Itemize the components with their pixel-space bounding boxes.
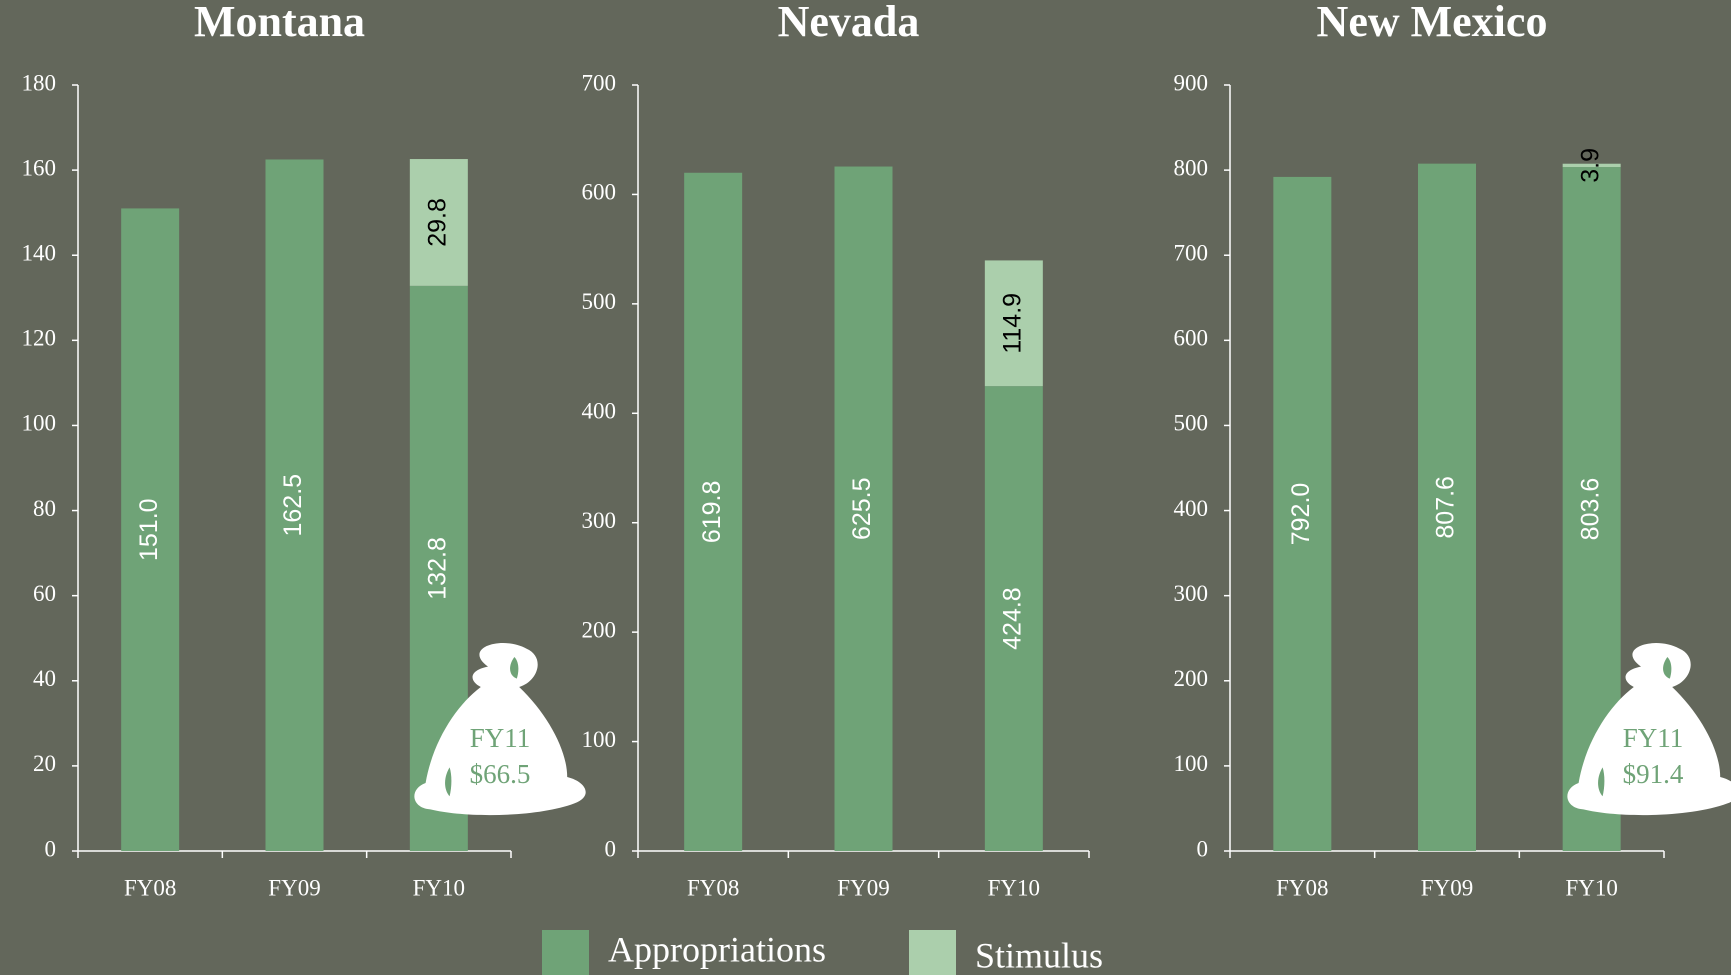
- bar-segment: [1418, 163, 1476, 851]
- money-bag: [414, 643, 586, 816]
- bar-segment: [984, 260, 1043, 387]
- bag-mark: [1663, 657, 1672, 679]
- value-label: 807.6: [1432, 476, 1460, 539]
- y-tick-label: 140: [22, 241, 57, 266]
- y-tick-label: 100: [582, 727, 617, 752]
- value-label: 792.0: [1287, 483, 1315, 546]
- y-tick-label: 300: [582, 508, 617, 533]
- y-tick-label: 0: [45, 836, 57, 861]
- y-tick-label: 120: [22, 326, 57, 351]
- y-tick-label: 600: [582, 180, 617, 205]
- y-tick-label: 40: [33, 666, 56, 691]
- value-label: 162.5: [279, 474, 307, 537]
- bar-segment: [121, 208, 180, 851]
- value-label: 625.5: [848, 477, 876, 540]
- x-tick-label: FY10: [413, 875, 465, 900]
- y-tick-label: 0: [1197, 836, 1209, 861]
- y-tick-label: 700: [582, 70, 617, 95]
- bar-segment: [265, 159, 324, 851]
- bag-mark: [1598, 767, 1605, 797]
- x-tick-label: FY09: [1421, 875, 1473, 900]
- annotation: FY11: [470, 723, 531, 753]
- bar-segment: [984, 386, 1043, 851]
- x-tick-label: FY08: [687, 875, 739, 900]
- value-label: 3.9: [1576, 148, 1604, 183]
- y-tick-label: 60: [33, 581, 56, 606]
- y-tick-label: 400: [582, 399, 617, 424]
- chart-title: New Mexico: [1317, 0, 1548, 46]
- y-tick-label: 200: [1174, 666, 1209, 691]
- chart-title: Montana: [194, 0, 365, 46]
- y-tick-label: 200: [582, 617, 617, 642]
- bar-segment: [409, 159, 468, 286]
- bar-segment: [684, 172, 743, 851]
- value-label: 114.9: [998, 293, 1026, 354]
- x-tick-label: FY09: [268, 875, 320, 900]
- y-tick-label: 700: [1174, 241, 1209, 266]
- bar-segment: [1562, 163, 1621, 168]
- x-tick-label: FY09: [837, 875, 889, 900]
- y-tick-label: 100: [1174, 751, 1209, 776]
- value-label: 619.8: [698, 481, 726, 544]
- y-tick-label: 20: [33, 751, 56, 776]
- annotation: $91.4: [1623, 759, 1684, 789]
- annotation: FY11: [1623, 723, 1684, 753]
- legend-label: Appropriations: [608, 929, 826, 969]
- y-tick-label: 80: [33, 496, 56, 521]
- bar-segment: [834, 166, 893, 851]
- x-tick-label: FY08: [1276, 875, 1328, 900]
- x-tick-label: FY10: [988, 875, 1040, 900]
- y-tick-label: 800: [1174, 155, 1209, 180]
- y-tick-label: 0: [605, 836, 617, 861]
- x-tick-label: FY10: [1565, 875, 1617, 900]
- bag-mark: [510, 657, 519, 679]
- y-tick-label: 400: [1174, 496, 1209, 521]
- value-label: 151.0: [135, 498, 163, 561]
- y-tick-label: 500: [582, 289, 617, 314]
- bag-shape: [414, 643, 586, 816]
- money-bag: [1567, 643, 1731, 816]
- y-tick-label: 160: [22, 155, 57, 180]
- y-tick-label: 500: [1174, 411, 1209, 436]
- annotation: $66.5: [470, 759, 531, 789]
- chart-title: Nevada: [778, 0, 920, 46]
- bag-mark: [445, 767, 452, 797]
- y-tick-label: 300: [1174, 581, 1209, 606]
- y-tick-label: 100: [22, 411, 57, 436]
- x-tick-label: FY08: [124, 875, 176, 900]
- y-tick-label: 900: [1174, 70, 1209, 95]
- y-tick-label: 600: [1174, 326, 1209, 351]
- bag-shape: [1567, 643, 1731, 816]
- legend-label: Stimulus: [975, 935, 1103, 975]
- value-label: 132.8: [423, 537, 451, 600]
- value-label: 29.8: [423, 198, 451, 247]
- value-label: 803.6: [1576, 478, 1604, 541]
- y-tick-label: 180: [22, 70, 57, 95]
- bar-segment: [1273, 176, 1332, 852]
- value-label: 424.8: [998, 587, 1026, 650]
- legend-swatch: [909, 930, 956, 975]
- legend-swatch: [542, 930, 589, 975]
